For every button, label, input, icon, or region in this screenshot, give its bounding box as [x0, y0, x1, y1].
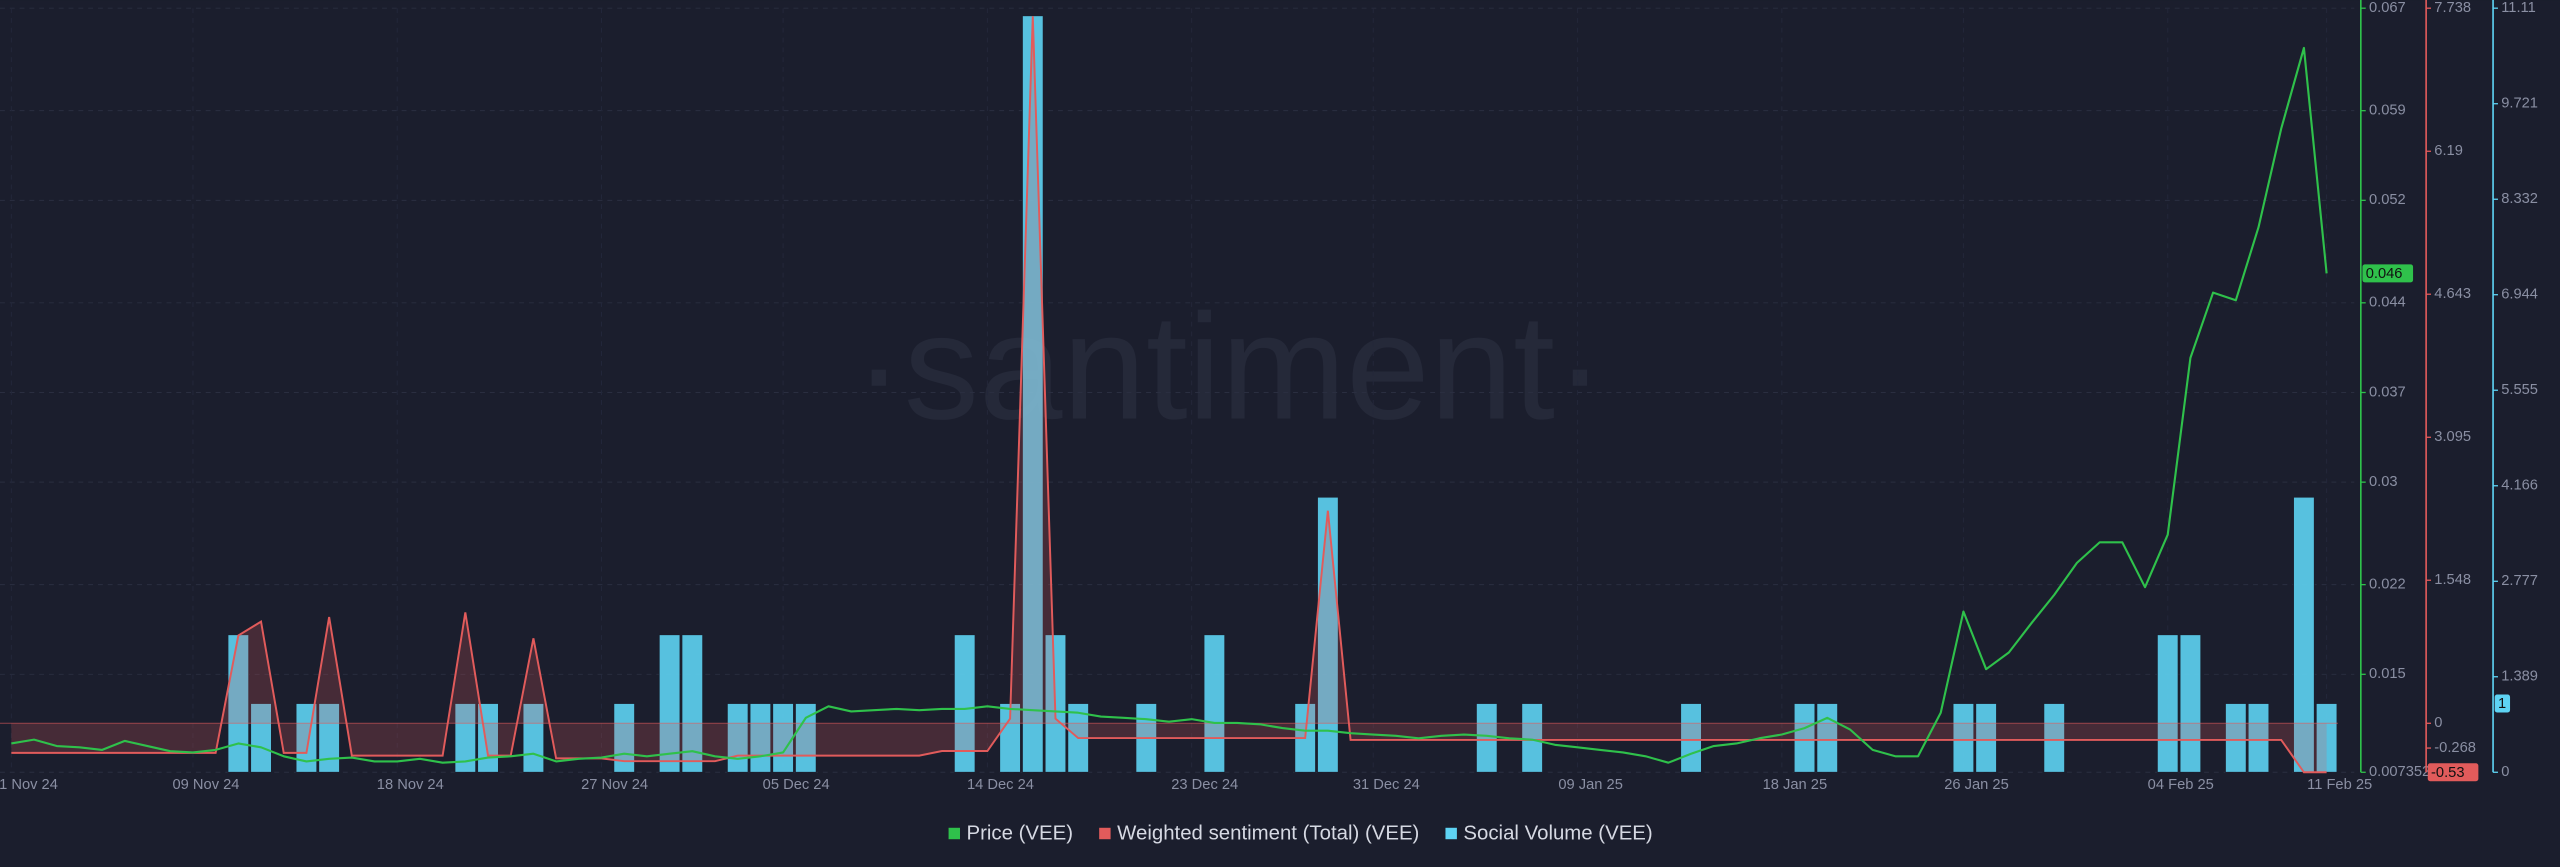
y-tick-label: 0.052 [2369, 192, 2406, 208]
bar [2225, 703, 2247, 773]
y-tick-label: 0.067 [2369, 0, 2406, 16]
y-tick-label: 0.044 [2369, 295, 2406, 311]
x-tick-label: 18 Nov 24 [377, 777, 444, 793]
y-tick-label: 4.643 [2434, 286, 2471, 302]
bar [318, 703, 340, 773]
x-tick-label: 09 Jan 25 [1558, 777, 1623, 793]
y-tick-label: 3.095 [2434, 429, 2471, 445]
y-tick-label: 1.548 [2434, 572, 2471, 588]
x-tick-label: 11 Feb 25 [2307, 777, 2372, 793]
bar [1203, 634, 1226, 773]
x-tick-label: 04 Feb 25 [2148, 777, 2214, 793]
bar [1793, 703, 1816, 773]
x-tick-label: 18 Jan 25 [1763, 777, 1828, 793]
legend-swatch [1445, 827, 1457, 840]
bar [250, 703, 272, 773]
bar [454, 703, 477, 773]
y-tick-label: 0.03 [2369, 474, 2398, 490]
x-tick-label: 31 Dec 24 [1353, 777, 1420, 793]
y-tick-label: 0.015 [2369, 666, 2406, 682]
x-tick-label: 26 Jan 25 [1944, 777, 2009, 793]
bar [1952, 703, 1975, 773]
watermark: ·santiment· [854, 282, 1605, 450]
legend-label: Social Volume (VEE) [1463, 823, 1652, 845]
y-tick-label: 2.777 [2501, 573, 2538, 589]
y-tick-label: 0.007352 [2369, 764, 2430, 780]
current-value-label: 0.046 [2366, 266, 2403, 282]
y-tick-label: 6.19 [2434, 143, 2463, 159]
bar [953, 634, 976, 773]
legend-label: Price (VEE) [967, 823, 1074, 845]
current-value-label: 1 [2498, 696, 2506, 712]
y-tick-label: 0.059 [2369, 103, 2406, 119]
bar [2043, 703, 2066, 773]
current-value-box [2427, 763, 2479, 782]
x-tick-label: 14 Dec 24 [967, 777, 1034, 793]
y-tick-label: 7.738 [2434, 0, 2471, 16]
legend-label: Weighted sentiment (Total) (VEE) [1117, 823, 1419, 845]
y-tick-label: 0 [2434, 715, 2442, 731]
y-tick-label: 11.11 [2501, 0, 2536, 16]
sentiment-area [11, 16, 2327, 773]
y-tick-label: -0.268 [2434, 740, 2476, 756]
legend: Price (VEE) Weighted sentiment (Total) (V… [948, 823, 1653, 845]
sentiment-line [11, 16, 2327, 774]
bar [1975, 703, 1997, 773]
current-value-box [2494, 694, 2511, 713]
y-tick-label: 9.721 [2501, 96, 2538, 112]
y-tick-label: 0 [2501, 764, 2509, 780]
bar [1521, 703, 1543, 773]
bar [2156, 634, 2179, 773]
bar [658, 634, 681, 773]
y-tick-label: 1.389 [2501, 669, 2538, 685]
legend-swatch [1099, 827, 1111, 840]
y-tick-label: 8.332 [2501, 191, 2538, 207]
y-tick-label: 0.022 [2369, 577, 2406, 593]
y-tick-label: 0.037 [2369, 384, 2406, 400]
bar [681, 634, 704, 773]
x-tick-label: 23 Dec 24 [1171, 777, 1238, 793]
current-value-box [2362, 264, 2414, 283]
current-value-label: -0.53 [2431, 765, 2464, 781]
price-line [11, 46, 2328, 764]
legend-swatch [948, 827, 960, 840]
bar [2247, 703, 2270, 773]
x-tick-label: 01 Nov 24 [0, 777, 58, 793]
y-tick-label: 5.555 [2501, 382, 2538, 398]
bar [2179, 634, 2202, 773]
y-tick-label: 6.944 [2501, 287, 2538, 303]
x-tick-label: 27 Nov 24 [581, 777, 648, 793]
y-tick-label: 4.166 [2501, 478, 2538, 494]
x-tick-label: 09 Nov 24 [173, 777, 240, 793]
x-tick-label: 05 Dec 24 [763, 777, 830, 793]
